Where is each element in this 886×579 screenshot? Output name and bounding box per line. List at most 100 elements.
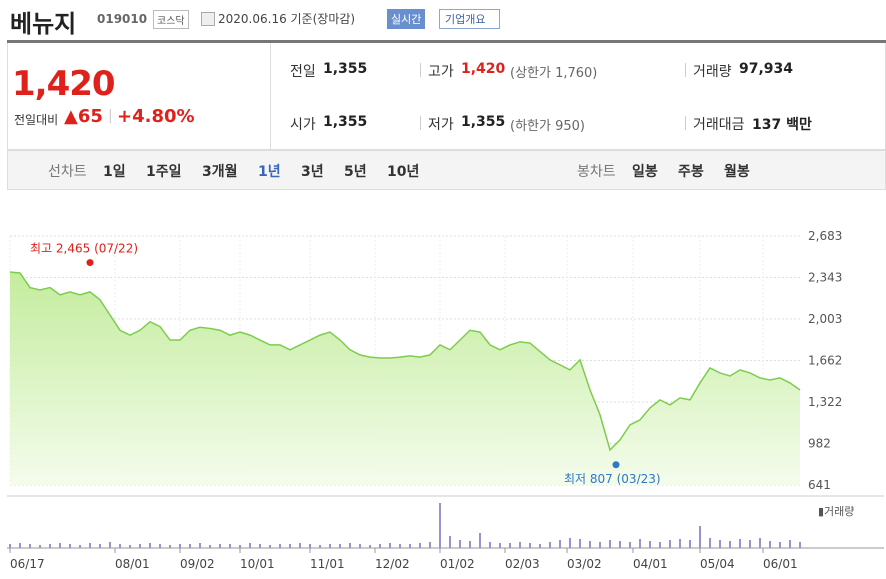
item-value: 1,355 bbox=[323, 114, 368, 130]
candle-tab[interactable]: 일봉 bbox=[632, 164, 658, 180]
x-tick-label: 04/01 bbox=[633, 557, 668, 571]
period-tab[interactable]: 1주일 bbox=[146, 164, 182, 180]
company-button[interactable]: 기업개요 bbox=[439, 9, 501, 29]
price: 1,420 bbox=[12, 64, 116, 104]
x-tick-label: 05/04 bbox=[700, 557, 735, 571]
volume-bar bbox=[709, 538, 711, 548]
stock-name: 베뉴지 bbox=[10, 10, 77, 38]
market-badge: 코스닥 bbox=[153, 10, 189, 29]
x-tick-label: 11/01 bbox=[310, 557, 345, 571]
x-tick-label: 08/01 bbox=[115, 557, 150, 571]
volume-bar bbox=[449, 536, 451, 548]
volume-bar bbox=[179, 544, 181, 548]
period-tab[interactable]: 10년 bbox=[387, 164, 420, 180]
volume-bar bbox=[39, 545, 41, 548]
volume-bar bbox=[29, 544, 31, 548]
volume-bar bbox=[409, 544, 411, 548]
period-tab[interactable]: 1일 bbox=[103, 164, 126, 180]
volume-bar bbox=[229, 544, 231, 548]
item-label: 저가 bbox=[428, 117, 454, 133]
candle-tab[interactable]: 주봉 bbox=[678, 164, 704, 180]
candle-tab[interactable]: 월봉 bbox=[724, 164, 750, 180]
y-tick-label: 1,662 bbox=[808, 354, 842, 368]
y-tick-label: 2,343 bbox=[808, 270, 842, 284]
sep bbox=[685, 63, 686, 77]
volume-bar bbox=[679, 539, 681, 548]
volume-bar bbox=[299, 543, 301, 548]
summary-sep bbox=[270, 43, 271, 150]
period-tab[interactable]: 5년 bbox=[344, 164, 367, 180]
volume-bar bbox=[729, 541, 731, 548]
volume-bar bbox=[359, 544, 361, 548]
period-tab[interactable]: 3개월 bbox=[202, 164, 238, 180]
volume-bar bbox=[429, 542, 431, 548]
item-label: 거래대금 bbox=[693, 117, 745, 133]
period-tab[interactable]: 1년 bbox=[258, 164, 281, 180]
volume-bar bbox=[309, 544, 311, 548]
tab-label: 선차트 bbox=[48, 164, 87, 180]
volume-bar bbox=[799, 542, 801, 548]
area bbox=[10, 271, 800, 485]
rate: +4.80% bbox=[117, 106, 195, 127]
volume-bar bbox=[149, 543, 151, 548]
volume-bar bbox=[89, 543, 91, 548]
volume-bar bbox=[759, 538, 761, 548]
volume-bar bbox=[189, 544, 191, 548]
annotation-dot bbox=[86, 259, 94, 267]
volume-bar bbox=[509, 543, 511, 548]
item-label: 고가 bbox=[428, 64, 454, 80]
volume-bar bbox=[369, 545, 371, 548]
item-value: 1,420 bbox=[461, 61, 506, 77]
volume-bar bbox=[279, 544, 281, 548]
volume-bar bbox=[649, 541, 651, 548]
period-tab[interactable]: 3년 bbox=[301, 164, 324, 180]
y-tick-label: 2,683 bbox=[808, 229, 842, 243]
y-tick-label: 982 bbox=[808, 436, 831, 450]
volume-bar bbox=[139, 544, 141, 548]
y-tick-label: 1,322 bbox=[808, 395, 842, 409]
volume-bar bbox=[389, 543, 391, 548]
volume-bar bbox=[319, 545, 321, 548]
volume-bar bbox=[719, 540, 721, 548]
x-tick-label: 09/02 bbox=[180, 557, 215, 571]
sep bbox=[685, 116, 686, 130]
item-note: (상한가 1,760) bbox=[510, 66, 598, 81]
volume-bar bbox=[79, 545, 81, 548]
volume-bar bbox=[619, 541, 621, 548]
volume-bar bbox=[559, 540, 561, 548]
realtime-button[interactable]: 실시간 bbox=[387, 9, 426, 29]
volume-bar bbox=[399, 544, 401, 548]
volume-bar bbox=[639, 539, 641, 548]
x-tick-label: 02/03 bbox=[505, 557, 540, 571]
volume-bar bbox=[529, 543, 531, 548]
volume-bar bbox=[569, 538, 571, 548]
x-tick-label: 03/02 bbox=[567, 557, 602, 571]
tab-bar bbox=[7, 150, 886, 190]
item-note: (하한가 950) bbox=[510, 119, 585, 134]
item-value: 97,934 bbox=[739, 61, 794, 77]
x-tick-label: 12/02 bbox=[375, 557, 410, 571]
y-tick-label: 2,003 bbox=[808, 312, 842, 326]
volume-bar bbox=[589, 541, 591, 548]
volume-bar bbox=[209, 545, 211, 548]
sep bbox=[420, 116, 421, 130]
volume-bar bbox=[159, 544, 161, 548]
volume-bar bbox=[609, 540, 611, 548]
calendar-icon bbox=[201, 12, 215, 26]
volume-bar bbox=[169, 545, 171, 548]
x-tick-label: 01/02 bbox=[440, 557, 475, 571]
item-label: 거래량 bbox=[693, 64, 732, 80]
volume-bar bbox=[669, 540, 671, 548]
volume-bar bbox=[99, 544, 101, 548]
divider bbox=[7, 40, 886, 43]
volume-bar bbox=[69, 544, 71, 548]
x-tick-label: 06/17 bbox=[10, 557, 45, 571]
volume-bar bbox=[659, 542, 661, 548]
volume-bar bbox=[689, 540, 691, 548]
volume-bar bbox=[249, 543, 251, 548]
volume-bar bbox=[499, 543, 501, 548]
volume-bar bbox=[349, 543, 351, 548]
volume-bar bbox=[259, 544, 261, 548]
volume-bar bbox=[109, 542, 111, 548]
